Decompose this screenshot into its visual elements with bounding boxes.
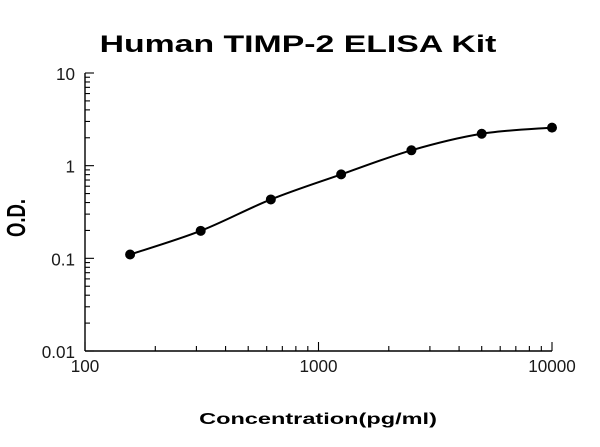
svg-text:0.01: 0.01: [42, 342, 75, 363]
svg-text:10000: 10000: [528, 356, 576, 377]
svg-text:1: 1: [65, 156, 75, 177]
svg-text:O.D.: O.D.: [2, 199, 31, 237]
svg-text:10: 10: [56, 64, 75, 85]
svg-text:0.1: 0.1: [51, 249, 75, 270]
svg-text:Human TIMP-2 ELISA Kit: Human TIMP-2 ELISA Kit: [100, 30, 497, 57]
svg-text:100: 100: [71, 356, 100, 377]
svg-text:Concentration(pg/ml): Concentration(pg/ml): [199, 411, 437, 428]
svg-text:1000: 1000: [299, 356, 337, 377]
